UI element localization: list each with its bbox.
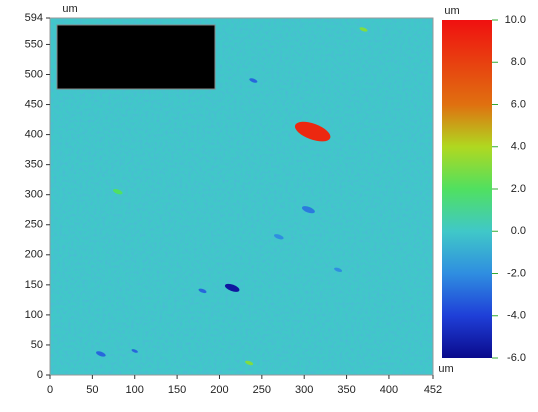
y-tick-label: 200: [25, 249, 43, 261]
spot: [273, 234, 284, 240]
y-tick-label: 594: [25, 12, 43, 24]
colorbar-tick-label: 10.0: [505, 14, 526, 26]
y-tick-label: 250: [25, 219, 43, 231]
x-tick-label: 150: [168, 384, 186, 396]
spot: [301, 206, 315, 214]
colorbar-tick-label: 2.0: [511, 183, 526, 195]
x-tick-label: 350: [337, 384, 355, 396]
spot: [131, 349, 138, 353]
x-tick-label: 400: [380, 384, 398, 396]
x-tick-label: 250: [253, 384, 271, 396]
colorbar-tick-label: -6.0: [507, 352, 526, 364]
spot: [198, 288, 207, 294]
y-tick-label: 400: [25, 129, 43, 141]
spot: [96, 351, 106, 357]
redaction-box: [56, 24, 216, 90]
y-tick-label: 450: [25, 98, 43, 110]
colorbar-tick-label: 8.0: [511, 56, 526, 68]
x-tick-label: 200: [210, 384, 228, 396]
y-tick-label: 500: [25, 68, 43, 80]
colorbar-tick-label: -4.0: [507, 310, 526, 322]
spot: [334, 267, 343, 273]
color-unit: um: [444, 5, 459, 17]
plot-frame: [49, 17, 434, 376]
x-tick-label: 0: [47, 384, 53, 396]
spot: [245, 360, 254, 366]
colorbar-tick-label: 6.0: [511, 98, 526, 110]
x-tick-label: 100: [126, 384, 144, 396]
spot: [224, 283, 240, 292]
y-tick-label: 150: [25, 279, 43, 291]
y-tick-label: 50: [31, 339, 43, 351]
x-tick-label: 452: [424, 384, 442, 396]
y-tick-label: 550: [25, 38, 43, 50]
x-tick-label: 300: [295, 384, 313, 396]
colorbar-tick-label: 4.0: [511, 141, 526, 153]
y-unit: um: [62, 3, 77, 15]
colorbar: [442, 20, 492, 358]
colorbar-tick-label: -2.0: [507, 267, 526, 279]
colorbar-tick-label: 0.0: [511, 225, 526, 237]
spot: [112, 189, 123, 195]
y-tick-label: 300: [25, 189, 43, 201]
spot: [249, 78, 258, 83]
y-tick-label: 0: [37, 369, 43, 381]
x-tick-label: 50: [86, 384, 98, 396]
spot: [294, 121, 331, 142]
spot: [359, 27, 368, 32]
y-tick-label: 350: [25, 159, 43, 171]
y-tick-label: 100: [25, 309, 43, 321]
x-unit: um: [438, 363, 453, 375]
